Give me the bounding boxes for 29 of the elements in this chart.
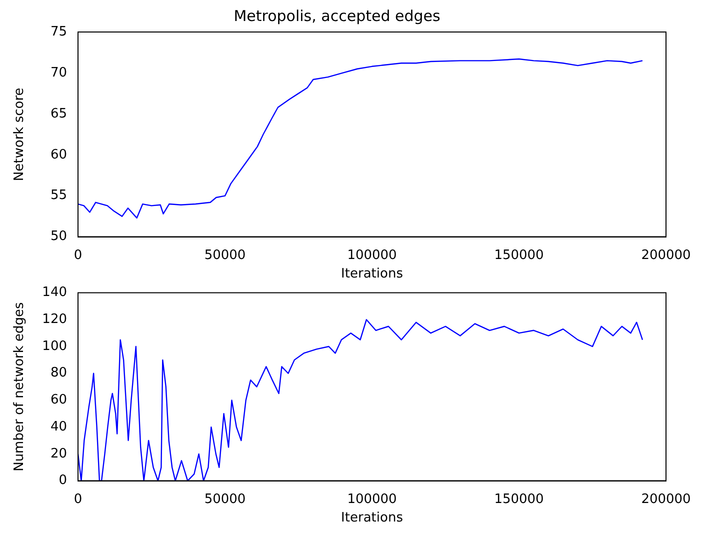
y-tick-label: 70 xyxy=(50,65,67,80)
y-tick-label: 60 xyxy=(50,147,67,162)
x-axis-title: Iterations xyxy=(341,266,404,282)
y-axis-title: Number of network edges xyxy=(12,302,28,472)
y-tick-label: 140 xyxy=(42,285,67,300)
x-tick-label: 200000 xyxy=(641,492,691,507)
y-tick-label: 65 xyxy=(50,106,67,122)
y-tick-label: 40 xyxy=(50,419,67,434)
y-tick-label: 0 xyxy=(58,473,67,488)
y-tick-label: 100 xyxy=(42,338,67,354)
x-tick-label: 100000 xyxy=(347,248,397,263)
y-tick-label: 75 xyxy=(50,24,67,40)
y-tick-label: 80 xyxy=(50,366,67,381)
y-tick-label: 50 xyxy=(50,229,67,244)
y-tick-label: 20 xyxy=(50,446,67,462)
x-tick-label: 150000 xyxy=(494,248,544,263)
x-tick-label: 100000 xyxy=(347,492,397,507)
x-axis-title: Iterations xyxy=(341,510,404,526)
x-tick-label: 50000 xyxy=(204,492,246,507)
x-tick-label: 150000 xyxy=(494,492,544,507)
chart-title: Metropolis, accepted edges xyxy=(234,6,440,25)
y-tick-label: 120 xyxy=(42,312,67,328)
x-tick-label: 0 xyxy=(74,248,82,263)
y-tick-label: 55 xyxy=(50,188,67,204)
x-tick-label: 0 xyxy=(74,492,82,507)
y-tick-label: 60 xyxy=(50,392,67,408)
y-axis-title: Network score xyxy=(12,88,28,182)
x-tick-label: 200000 xyxy=(641,248,691,263)
x-tick-label: 50000 xyxy=(204,248,246,263)
